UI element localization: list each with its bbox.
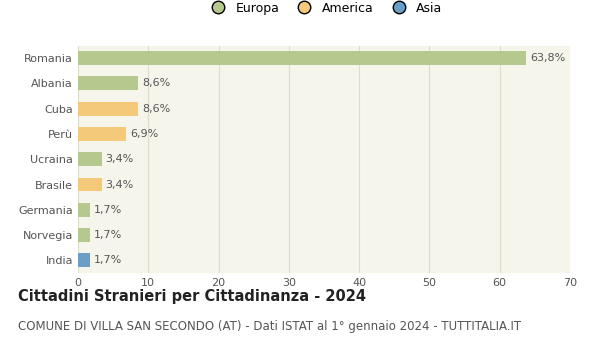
Text: 1,7%: 1,7% <box>94 256 122 265</box>
Text: Cittadini Stranieri per Cittadinanza - 2024: Cittadini Stranieri per Cittadinanza - 2… <box>18 289 366 304</box>
Text: COMUNE DI VILLA SAN SECONDO (AT) - Dati ISTAT al 1° gennaio 2024 - TUTTITALIA.IT: COMUNE DI VILLA SAN SECONDO (AT) - Dati … <box>18 320 521 333</box>
Legend: Europa, America, Asia: Europa, America, Asia <box>206 2 442 15</box>
Text: 1,7%: 1,7% <box>94 230 122 240</box>
Bar <box>78 102 139 116</box>
Bar <box>78 127 127 141</box>
Bar <box>78 203 90 217</box>
Text: 63,8%: 63,8% <box>530 53 565 63</box>
Bar <box>78 51 526 65</box>
Text: 6,9%: 6,9% <box>130 129 158 139</box>
Text: 8,6%: 8,6% <box>142 78 170 89</box>
Bar <box>78 152 102 166</box>
Bar <box>78 177 102 191</box>
Text: 3,4%: 3,4% <box>106 154 134 164</box>
Bar <box>78 228 90 242</box>
Bar <box>78 76 139 90</box>
Text: 8,6%: 8,6% <box>142 104 170 114</box>
Text: 3,4%: 3,4% <box>106 180 134 190</box>
Bar <box>78 253 90 267</box>
Text: 1,7%: 1,7% <box>94 205 122 215</box>
